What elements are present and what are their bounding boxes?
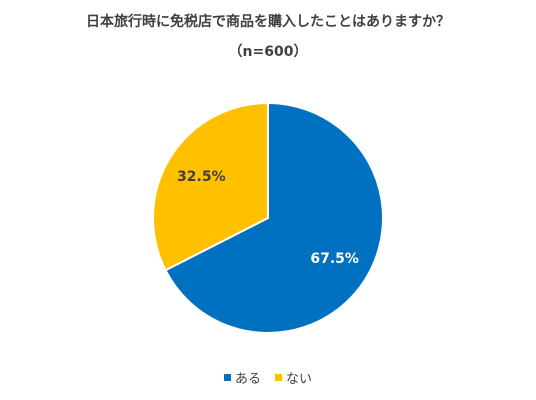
data-label-nai: 32.5%: [177, 169, 226, 185]
pie-slices: [152, 101, 384, 334]
legend: ある ない: [0, 368, 536, 387]
pie-labels: 67.5% 32.5%: [177, 169, 359, 267]
pie-slice-aru: [164, 101, 384, 334]
legend-item-nai: ない: [275, 368, 312, 387]
legend-swatch-aru: [223, 374, 231, 381]
legend-label-nai: ない: [286, 372, 313, 387]
data-label-aru: 67.5%: [310, 251, 359, 267]
pie-slice-nai: [152, 101, 269, 272]
chart-subtitle: （n=600）: [228, 44, 308, 60]
legend-label-aru: ある: [234, 372, 261, 387]
legend-item-aru: ある: [223, 368, 261, 387]
chart-title: 日本旅行時に免税店で商品を購入したことはありますか？: [86, 14, 450, 30]
legend-swatch-nai: [275, 374, 282, 381]
